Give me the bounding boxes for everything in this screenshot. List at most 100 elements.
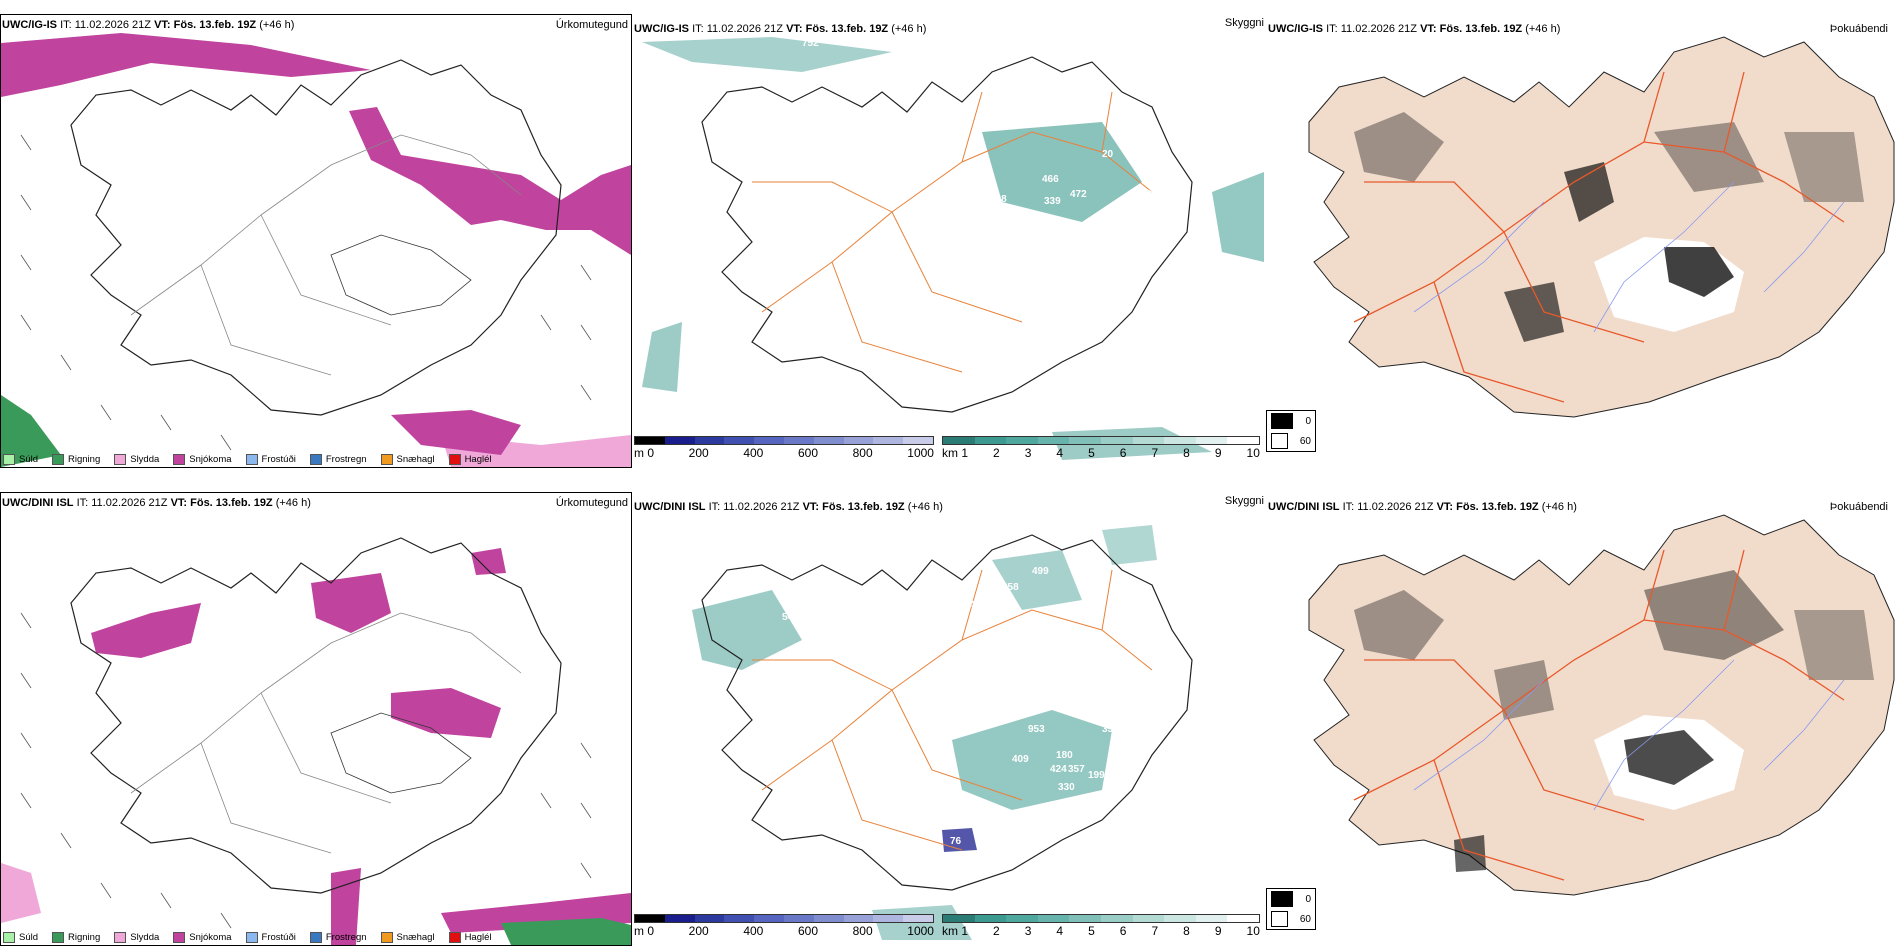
legend-swatch xyxy=(309,932,322,943)
wind-barbs xyxy=(20,134,592,451)
panel-header: UWC/DINI ISL IT: 11.02.2026 21Z VT: Fös.… xyxy=(1268,500,1577,514)
panel-header: UWC/IG-IS IT: 11.02.2026 21Z VT: Fös. 13… xyxy=(1268,22,1560,36)
cloud-value: 472 xyxy=(1070,189,1087,200)
cloud-value: 20 xyxy=(1102,149,1114,160)
cloud-value: 354 xyxy=(1102,724,1119,735)
fog-area xyxy=(642,322,682,392)
scale-tick: 5 xyxy=(1088,446,1095,460)
model-name: UWC/DINI ISL xyxy=(634,501,706,513)
legend-swatch xyxy=(3,932,15,943)
cloud-value: 76 xyxy=(950,836,962,847)
issue-label: IT: xyxy=(60,19,72,31)
issue-time: 11.02.2026 21Z xyxy=(723,501,800,513)
vis-unit: km xyxy=(942,446,958,460)
scale-tick: 7 xyxy=(1151,924,1159,938)
legend-label: Snjókoma xyxy=(189,932,232,943)
sleet-area xyxy=(1,863,41,923)
fog-panel: UWC/DINI ISL IT: 11.02.2026 21Z VT: Fös.… xyxy=(1264,488,1900,948)
scale-tick: 600 xyxy=(797,924,818,938)
legend-label: Rigning xyxy=(68,932,101,943)
iceland-coast xyxy=(701,56,1193,413)
lead-time: (+46 h) xyxy=(259,19,295,31)
glacier-outline xyxy=(330,234,472,316)
panel-title: Þokuábendi xyxy=(1829,23,1888,35)
cloud-value: 199 xyxy=(1088,770,1105,781)
fog-gray xyxy=(1494,660,1554,720)
scale-tick: 6 xyxy=(1119,924,1127,938)
scale-tick: 10 xyxy=(1246,924,1260,938)
legend-swatch xyxy=(309,454,322,465)
fog-legend: 0 60 xyxy=(1266,410,1316,452)
fog-gray xyxy=(1644,570,1784,660)
precip-legend-item: Frostregn xyxy=(309,454,367,465)
iceland-land xyxy=(1308,514,1895,896)
panel-header: UWC/IG-IS IT: 11.02.2026 21Z VT: Fös. 13… xyxy=(2,18,294,32)
scale-tick: 1 xyxy=(961,446,969,460)
cloud-value: 545 xyxy=(782,612,799,623)
valid-label: VT: xyxy=(1436,501,1454,513)
fog-legend-swatch xyxy=(1271,911,1288,927)
fog-gray xyxy=(1354,590,1444,660)
cloud-value: 180 xyxy=(1056,750,1073,761)
cloud-low xyxy=(942,828,977,852)
visibility-scale: km 1 2 3 4 5 6 7 8 9 10 xyxy=(942,914,1260,938)
valid-label: VT: xyxy=(786,23,803,35)
cloud-value: 443 xyxy=(1120,592,1137,603)
legend-label: Frostregn xyxy=(325,932,367,943)
cloud-panel: 544 358 499 545 443 953 354 409 180 424 … xyxy=(632,488,1264,948)
scale-tick: 2 xyxy=(993,924,1000,938)
roads xyxy=(752,569,1153,851)
cloud-value: 953 xyxy=(1028,724,1045,735)
scale-tick: 200 xyxy=(688,446,709,460)
fog-dark xyxy=(1454,835,1486,872)
legend-swatch xyxy=(173,932,186,943)
precip-map: Súld Rigning Slydda Snjókoma Frostúði Fr… xyxy=(0,14,632,468)
visibility-scale-ticks: km 1 2 3 4 5 6 7 8 9 10 xyxy=(942,446,1260,460)
scale-tick: 0 xyxy=(647,446,655,460)
snow-area xyxy=(311,573,391,633)
precip-legend-item: Slydda xyxy=(114,932,159,943)
rain-area xyxy=(1,395,61,467)
cloud-value: 488 xyxy=(990,194,1007,205)
scale-tick: 200 xyxy=(688,924,709,938)
precip-legend-item: Rigning xyxy=(52,932,100,943)
visibility-scale-bar xyxy=(942,914,1260,923)
vis-unit: km xyxy=(942,924,958,938)
scale-tick: 2 xyxy=(993,446,1000,460)
precip-legend-item: Súld xyxy=(3,932,38,943)
cloud-value: 201 xyxy=(950,252,967,263)
panel-title: Úrkomutegund xyxy=(555,19,628,31)
legend-swatch xyxy=(52,932,65,943)
fog-panel: UWC/IG-IS IT: 11.02.2026 21Z VT: Fös. 13… xyxy=(1264,10,1900,470)
fog-legend-row: 60 xyxy=(1267,431,1315,451)
rivers xyxy=(1413,659,1845,811)
model-name: UWC/IG-IS xyxy=(634,23,689,35)
fog-legend-row: 60 xyxy=(1267,909,1315,929)
legend-swatch xyxy=(114,932,127,943)
visibility-scale-bar xyxy=(942,436,1260,445)
fog-area xyxy=(1212,172,1264,262)
issue-label: IT: xyxy=(76,497,89,509)
scale-tick: 800 xyxy=(852,446,873,460)
cloud-value: 358 xyxy=(1002,582,1019,593)
panel-header: UWC/IG-IS IT: 11.02.2026 21Z VT: Fös. 13… xyxy=(634,22,926,36)
height-scale-ticks: m 0 200 400 600 800 1000 xyxy=(634,446,934,460)
legend-label: Slydda xyxy=(130,932,160,943)
valid-time: Fös. 13.feb. 19Z xyxy=(822,501,905,513)
cloud-value: 44 xyxy=(1076,286,1088,297)
scale-tick: 7 xyxy=(1151,446,1159,460)
legend-label: Haglél xyxy=(464,454,492,465)
fog-legend-low: 0 xyxy=(1305,893,1311,905)
legend-label: Snjókoma xyxy=(189,454,232,465)
scale-tick: 4 xyxy=(1056,446,1064,460)
legend-label: Frostúði xyxy=(261,454,296,465)
fog-map-svg xyxy=(1308,514,1895,896)
roads xyxy=(1353,71,1845,403)
precip-legend-item: Rigning xyxy=(52,454,100,465)
legend-swatch xyxy=(448,932,461,943)
scale-tick: 1000 xyxy=(907,924,934,938)
legend-label: Snæhagl xyxy=(396,454,435,465)
valid-time: Fös. 13.feb. 19Z xyxy=(190,497,273,509)
glacier-outline xyxy=(330,712,472,794)
height-unit: m xyxy=(634,446,644,460)
